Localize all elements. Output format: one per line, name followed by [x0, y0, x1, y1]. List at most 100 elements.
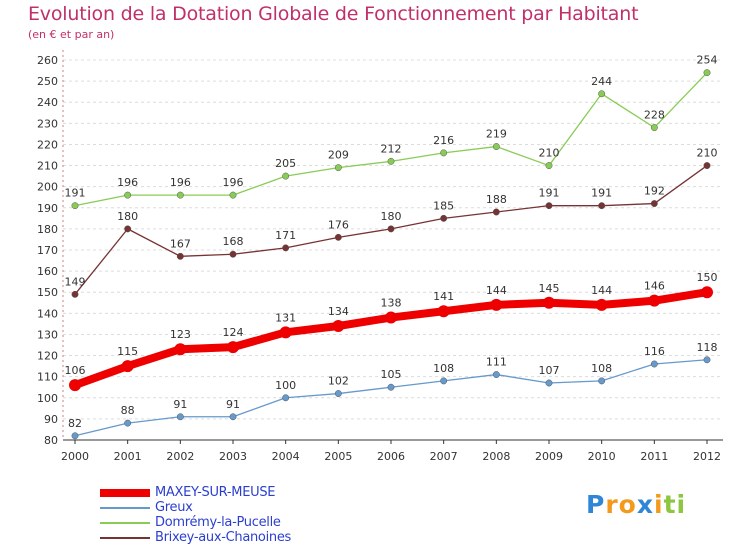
logo-letter: r [605, 490, 619, 519]
data-point [334, 390, 342, 398]
x-tick-label: 2006 [377, 450, 405, 463]
data-point [650, 200, 658, 208]
data-label: 191 [65, 187, 86, 200]
data-point [69, 379, 81, 392]
data-point [124, 225, 132, 233]
y-tick-label: 240 [37, 96, 58, 109]
legend-swatch [100, 537, 150, 539]
data-point [648, 294, 661, 307]
data-point [71, 432, 79, 440]
x-tick-label: 2012 [693, 450, 721, 463]
data-point [437, 305, 450, 318]
y-tick-label: 220 [37, 138, 58, 151]
data-label: 191 [591, 187, 612, 200]
data-point [595, 298, 608, 311]
data-point [332, 320, 345, 332]
data-point [121, 360, 134, 373]
data-label: 91 [226, 398, 240, 411]
data-label: 244 [591, 75, 612, 88]
logo-letter: o [618, 490, 637, 519]
data-label: 123 [170, 328, 191, 341]
data-point [176, 413, 184, 421]
legend-swatch [100, 489, 150, 497]
logo-letter: x [636, 490, 654, 519]
y-tick-label: 90 [44, 413, 58, 426]
data-point [387, 157, 395, 165]
data-label: 100 [275, 379, 296, 392]
data-label: 185 [433, 199, 454, 212]
data-point [385, 311, 397, 324]
data-point [703, 356, 711, 364]
data-label: 196 [223, 176, 244, 189]
proxiti-logo: Proxiti [586, 490, 686, 519]
data-label: 144 [591, 284, 612, 297]
data-point [387, 225, 395, 233]
data-label: 116 [644, 345, 665, 358]
y-tick-label: 110 [37, 371, 58, 384]
data-label: 88 [121, 404, 135, 417]
data-label: 145 [539, 282, 560, 295]
data-label: 254 [697, 54, 718, 67]
data-label: 118 [697, 341, 718, 354]
data-label: 210 [697, 147, 718, 160]
data-point [650, 360, 658, 368]
data-label: 212 [381, 142, 402, 155]
data-point [490, 298, 503, 311]
x-tick-label: 2009 [535, 450, 563, 463]
y-tick-label: 180 [37, 223, 58, 236]
data-point [124, 191, 132, 199]
x-tick-label: 2011 [640, 450, 668, 463]
data-point [440, 377, 448, 385]
x-tick-label: 2000 [61, 450, 89, 463]
data-point [176, 191, 184, 199]
data-label: 105 [381, 368, 402, 381]
data-point [229, 250, 237, 258]
x-tick-label: 2010 [588, 450, 616, 463]
data-label: 108 [591, 362, 612, 375]
x-tick-label: 2008 [482, 450, 510, 463]
chart-subtitle: (en € et par an) [28, 28, 115, 41]
plot-background [63, 50, 723, 440]
data-point [545, 202, 553, 210]
data-point [227, 341, 239, 354]
data-point [387, 383, 395, 391]
data-label: 131 [275, 311, 296, 324]
data-label: 106 [65, 364, 86, 377]
data-label: 171 [275, 229, 296, 242]
data-label: 176 [328, 218, 349, 231]
data-point [543, 296, 555, 309]
y-tick-label: 210 [37, 160, 58, 173]
data-point [282, 244, 290, 252]
legend-label: Domrémy-la-Pucelle [155, 515, 281, 530]
data-label: 228 [644, 109, 665, 122]
data-label: 108 [433, 362, 454, 375]
x-tick-label: 2003 [219, 450, 247, 463]
y-tick-label: 120 [37, 350, 58, 363]
legend-label: MAXEY-SUR-MEUSE [155, 485, 276, 500]
y-tick-label: 250 [37, 75, 58, 88]
data-label: 146 [644, 280, 665, 293]
y-tick-label: 140 [37, 307, 58, 320]
data-point [229, 191, 237, 199]
data-label: 210 [539, 147, 560, 160]
data-point [492, 143, 500, 151]
data-point [545, 162, 553, 170]
data-point [279, 326, 292, 339]
data-point [701, 286, 713, 299]
x-tick-label: 2004 [272, 450, 300, 463]
data-point [545, 379, 553, 387]
logo-letter: i [654, 490, 664, 519]
data-label: 192 [644, 185, 665, 198]
x-tick-label: 2002 [166, 450, 194, 463]
y-tick-label: 130 [37, 328, 58, 341]
data-label: 141 [433, 290, 454, 303]
data-label: 205 [275, 157, 296, 170]
data-point [71, 290, 79, 298]
data-label: 180 [381, 210, 402, 223]
y-tick-label: 160 [37, 265, 58, 278]
data-label: 124 [223, 326, 244, 339]
data-label: 167 [170, 237, 191, 250]
data-label: 82 [68, 417, 82, 430]
